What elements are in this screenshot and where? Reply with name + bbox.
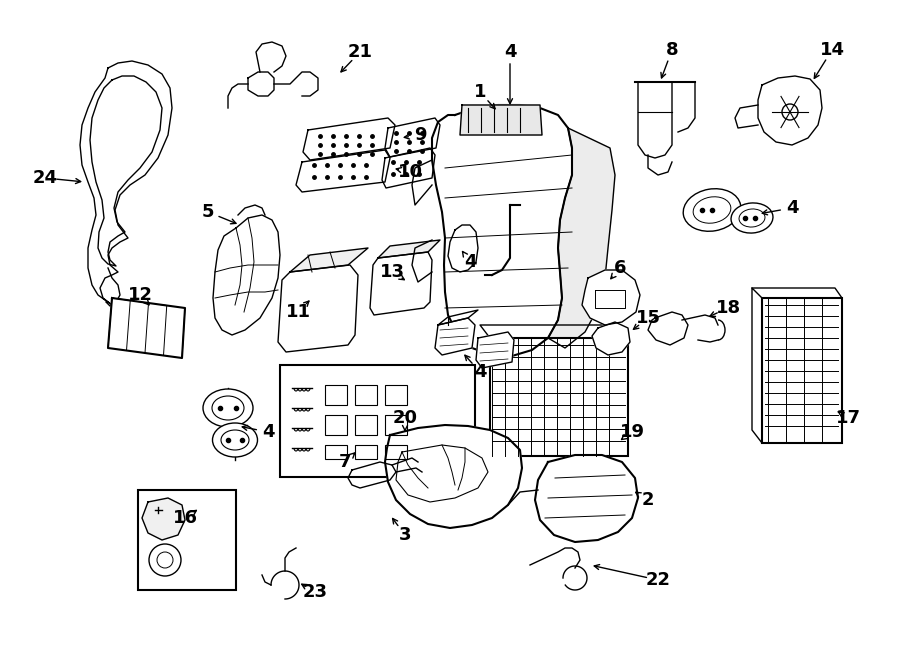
Polygon shape [592,322,630,355]
Polygon shape [385,425,522,528]
Polygon shape [535,455,638,542]
Polygon shape [213,215,280,335]
Text: 18: 18 [716,299,741,317]
Text: 9: 9 [414,126,427,144]
Bar [138,490,236,590]
Text: 12: 12 [128,286,152,304]
Bar [355,385,377,405]
Polygon shape [758,76,822,145]
Bar [490,338,628,456]
Text: 19: 19 [619,423,644,441]
Text: 6: 6 [614,259,626,277]
Text: 21: 21 [347,43,373,61]
Text: 1: 1 [473,83,486,101]
Text: 4: 4 [473,363,486,381]
Bar [385,445,407,459]
Polygon shape [432,105,572,356]
Bar [385,385,407,405]
Polygon shape [290,248,368,272]
Ellipse shape [212,423,257,457]
Text: 20: 20 [392,409,418,427]
Polygon shape [370,252,432,315]
Polygon shape [296,150,390,192]
Ellipse shape [203,389,253,427]
Text: 2: 2 [642,491,654,509]
Text: 17: 17 [835,409,860,427]
Text: 3: 3 [399,526,411,544]
Text: 15: 15 [635,309,661,327]
Ellipse shape [683,188,741,231]
Text: 14: 14 [820,41,844,59]
Polygon shape [448,225,478,272]
Text: 13: 13 [380,263,404,281]
Text: 8: 8 [666,41,679,59]
Ellipse shape [731,203,773,233]
Bar [762,298,842,443]
Polygon shape [278,265,358,352]
Polygon shape [382,148,435,188]
Text: 7: 7 [338,453,351,471]
Polygon shape [303,118,395,160]
Text: 24: 24 [32,169,58,187]
Polygon shape [385,118,440,157]
Bar [355,415,377,435]
Text: 23: 23 [302,583,328,601]
Bar [385,415,407,435]
Circle shape [149,544,181,576]
Polygon shape [435,318,475,355]
Text: 4: 4 [262,423,274,441]
Text: 10: 10 [398,163,422,181]
Text: 22: 22 [645,571,670,589]
Text: 4: 4 [504,43,517,61]
Bar [280,365,475,477]
Bar [325,415,347,435]
Polygon shape [548,128,615,348]
Text: 4: 4 [464,253,476,271]
Polygon shape [378,240,440,258]
Bar [325,385,347,405]
Polygon shape [648,312,688,345]
Bar [355,445,377,459]
Polygon shape [476,332,514,368]
Bar [325,445,347,459]
Text: 4: 4 [786,199,798,217]
Text: 16: 16 [173,509,197,527]
Text: 11: 11 [285,303,310,321]
Polygon shape [108,298,185,358]
Polygon shape [142,498,185,540]
Polygon shape [460,105,542,135]
Polygon shape [582,270,640,325]
Text: 5: 5 [202,203,214,221]
